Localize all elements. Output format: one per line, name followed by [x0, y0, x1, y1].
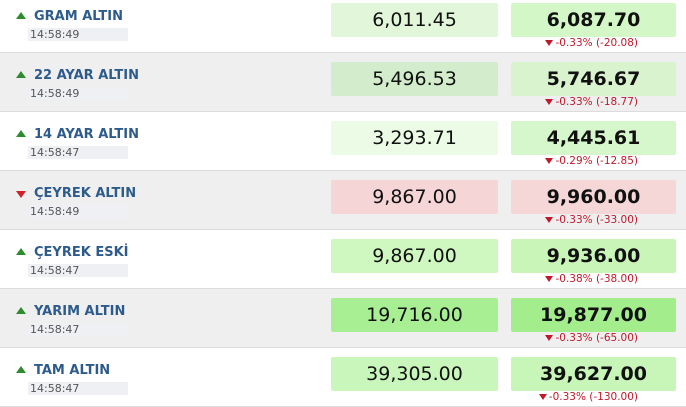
down-triangle	[545, 158, 554, 164]
down-triangle	[545, 99, 554, 105]
asset-name[interactable]: 14 AYAR ALTIN	[34, 127, 139, 142]
change-wrap: -0.33% (-20.08)	[545, 37, 638, 49]
update-time: 14:58:47	[28, 382, 128, 395]
update-time: 14:58:47	[28, 264, 128, 277]
down-triangle	[545, 335, 554, 341]
update-time: 14:58:47	[28, 146, 128, 159]
sell-price: 5,746.67	[511, 62, 676, 96]
change-wrap: -0.33% (-18.77)	[545, 96, 638, 108]
change-text: -0.33% (-18.77)	[555, 96, 638, 108]
down-triangle	[545, 40, 554, 46]
buy-price: 9,867.00	[331, 180, 498, 214]
update-time: 14:58:49	[28, 205, 128, 218]
buy-price: 39,305.00	[331, 357, 498, 391]
sell-price: 19,877.00	[511, 298, 676, 332]
update-time: 14:58:49	[28, 87, 128, 100]
change-wrap: -0.33% (-33.00)	[545, 214, 638, 226]
trend-arrow	[16, 12, 26, 19]
price-row[interactable]: ÇEYREK ESKİ 14:58:47 9,867.00 9,936.00 -0.38…	[0, 230, 686, 289]
buy-price: 9,867.00	[331, 239, 498, 273]
price-row[interactable]: 14 AYAR ALTIN 14:58:47 3,293.71 4,445.61 -0.…	[0, 112, 686, 171]
change-text: -0.38% (-38.00)	[555, 273, 638, 285]
buy-price: 19,716.00	[331, 298, 498, 332]
change-wrap: -0.33% (-130.00)	[538, 391, 638, 403]
change-wrap: -0.33% (-65.00)	[545, 332, 638, 344]
sell-price: 6,087.70	[511, 3, 676, 37]
trend-arrow	[16, 307, 26, 314]
price-row[interactable]: ÇEYREK ALTIN 14:58:49 9,867.00 9,960.00 -0.3…	[0, 171, 686, 230]
change-text: -0.33% (-65.00)	[555, 332, 638, 344]
asset-name[interactable]: YARIM ALTIN	[34, 304, 126, 319]
asset-name[interactable]: 22 AYAR ALTIN	[34, 68, 139, 83]
change-wrap: -0.29% (-12.85)	[545, 155, 638, 167]
down-triangle	[545, 276, 554, 282]
update-time: 14:58:49	[28, 28, 128, 41]
down-triangle	[545, 217, 554, 223]
trend-arrow	[16, 130, 26, 137]
price-row[interactable]: GRAM ALTIN 14:58:49 6,011.45 6,087.70 -0.33%…	[0, 0, 686, 53]
buy-price: 5,496.53	[331, 62, 498, 96]
change-text: -0.33% (-20.08)	[555, 37, 638, 49]
buy-price: 3,293.71	[331, 121, 498, 155]
asset-name[interactable]: GRAM ALTIN	[34, 9, 123, 24]
sell-price: 39,627.00	[511, 357, 676, 391]
price-row[interactable]: 22 AYAR ALTIN 14:58:49 5,496.53 5,746.67 -0.…	[0, 53, 686, 112]
sell-price: 9,936.00	[511, 239, 676, 273]
trend-arrow	[16, 71, 26, 78]
sell-price: 9,960.00	[511, 180, 676, 214]
trend-arrow	[16, 191, 26, 198]
asset-name[interactable]: ÇEYREK ALTIN	[34, 186, 137, 201]
change-wrap: -0.38% (-38.00)	[545, 273, 638, 285]
price-row[interactable]: TAM ALTIN 14:58:47 39,305.00 39,627.00 -0.33…	[0, 348, 686, 407]
asset-name[interactable]: TAM ALTIN	[34, 363, 111, 378]
down-triangle	[538, 394, 547, 400]
trend-arrow	[16, 366, 26, 373]
update-time: 14:58:47	[28, 323, 128, 336]
change-text: -0.33% (-33.00)	[555, 214, 638, 226]
change-text: -0.29% (-12.85)	[555, 155, 638, 167]
buy-price: 6,011.45	[331, 3, 498, 37]
asset-name[interactable]: ÇEYREK ESKİ	[34, 245, 129, 260]
sell-price: 4,445.61	[511, 121, 676, 155]
price-row[interactable]: YARIM ALTIN 14:58:47 19,716.00 19,877.00 -0.…	[0, 289, 686, 348]
trend-arrow	[16, 248, 26, 255]
change-text: -0.33% (-130.00)	[548, 391, 638, 403]
